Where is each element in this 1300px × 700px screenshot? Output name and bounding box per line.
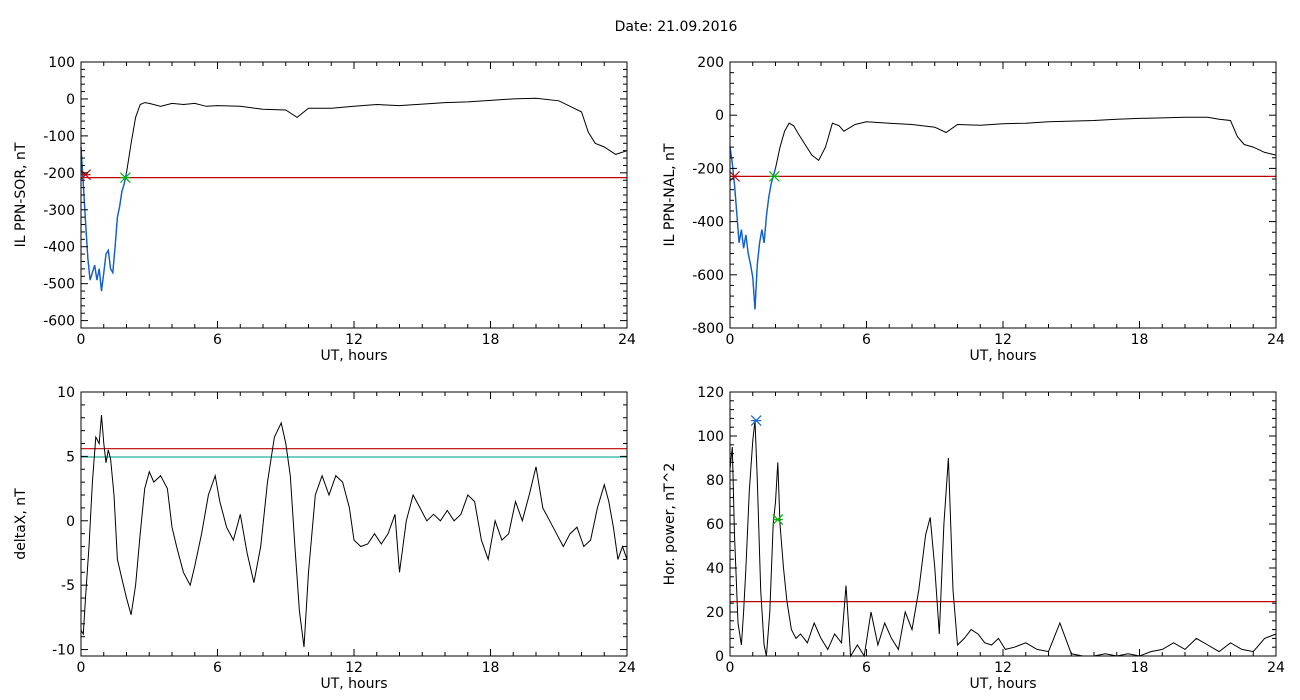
y-tick-label: 120 — [697, 385, 724, 401]
highlight-segment — [80, 146, 128, 292]
x-tick-label: 6 — [213, 660, 222, 676]
y-tick-label: -300 — [43, 203, 75, 219]
y-tick-label: -600 — [43, 314, 75, 330]
x-tick-label: 18 — [482, 660, 500, 676]
x-tick-label: 24 — [618, 660, 636, 676]
y-tick-label: 5 — [66, 449, 75, 465]
y-tick-label: 100 — [48, 55, 75, 71]
marker-2 — [768, 170, 780, 182]
chart-panel-2: 0 6 12 18 24 -800 -600 -400 -200 0 200 UT, hours IL … — [662, 55, 1285, 364]
chart-panel-4: 0 6 12 18 24 0 20 40 60 80 100 120 UT, hours Hor. pow… — [662, 385, 1285, 692]
plot-frame — [729, 61, 1277, 329]
marker-1 — [729, 170, 740, 182]
x-tick-label: 18 — [1131, 660, 1149, 676]
y-tick-label: -400 — [43, 240, 75, 256]
highlight-segment — [729, 147, 777, 310]
x-tick-label: 12 — [994, 660, 1012, 676]
plot-frame — [80, 61, 628, 329]
x-tick-label: 12 — [994, 332, 1012, 348]
y-tick-label: 0 — [66, 92, 75, 108]
y-tick-label: 20 — [706, 605, 724, 621]
series-line-1 — [80, 415, 628, 648]
y-axis-label: IL PPN-NAL, nT — [662, 143, 678, 246]
y-tick-label: -200 — [692, 161, 724, 177]
y-tick-label: 60 — [706, 517, 724, 533]
y-tick-label: 0 — [715, 649, 724, 665]
y-tick-label: 0 — [715, 108, 724, 124]
marker-2 — [119, 172, 131, 184]
y-tick-label: -10 — [52, 643, 75, 659]
marker-1 — [80, 169, 91, 181]
y-tick-label: 10 — [57, 385, 75, 401]
series-line-1 — [80, 97, 628, 292]
chart-panel-1: 0 6 12 18 24 -600 -500 -400 -300 -200 -100 0 100 UT, … — [13, 55, 636, 364]
y-tick-label: 80 — [706, 473, 724, 489]
y-tick-label: 100 — [697, 429, 724, 445]
plot-frame — [729, 391, 1277, 657]
y-tick-label: -200 — [43, 166, 75, 182]
x-tick-label: 0 — [77, 332, 86, 348]
page-title: Date: 21.09.2016 — [614, 19, 738, 35]
x-axis-label: UT, hours — [969, 676, 1036, 692]
y-tick-label: -5 — [61, 578, 75, 594]
x-tick-label: 24 — [1267, 332, 1285, 348]
y-axis-label: Hor. power, nT^2 — [662, 463, 678, 586]
x-axis-label: UT, hours — [320, 676, 387, 692]
y-tick-label: 0 — [66, 514, 75, 530]
y-tick-label: -100 — [43, 129, 75, 145]
x-tick-label: 12 — [345, 660, 363, 676]
y-axis-label: deltaX, nT — [13, 488, 29, 560]
x-tick-label: 6 — [862, 660, 871, 676]
x-tick-label: 18 — [1131, 332, 1149, 348]
x-axis-label: UT, hours — [969, 348, 1036, 364]
y-tick-label: -800 — [692, 321, 724, 337]
x-tick-label: 0 — [726, 332, 735, 348]
y-tick-label: -500 — [43, 277, 75, 293]
y-tick-label: -400 — [692, 215, 724, 231]
series-line-1 — [729, 420, 1277, 658]
x-tick-label: 6 — [862, 332, 871, 348]
x-tick-label: 12 — [345, 332, 363, 348]
y-tick-label: 40 — [706, 561, 724, 577]
x-tick-label: 0 — [726, 660, 735, 676]
x-tick-label: 24 — [1267, 660, 1285, 676]
marker-1 — [750, 415, 762, 427]
x-axis-label: UT, hours — [320, 348, 387, 364]
y-axis-label: IL PPN-SOR, nT — [13, 142, 29, 247]
y-tick-label: -600 — [692, 268, 724, 284]
x-tick-label: 24 — [618, 332, 636, 348]
marker-2 — [772, 514, 784, 526]
x-tick-label: 18 — [482, 332, 500, 348]
chart-panel-3: 0 6 12 18 24 -10 -5 0 5 10 UT, hours deltaX, nT — [13, 385, 636, 692]
y-tick-label: 200 — [697, 55, 724, 71]
x-tick-label: 0 — [77, 660, 86, 676]
series-line-1 — [729, 116, 1277, 310]
plot-frame — [80, 391, 628, 657]
x-tick-label: 6 — [213, 332, 222, 348]
